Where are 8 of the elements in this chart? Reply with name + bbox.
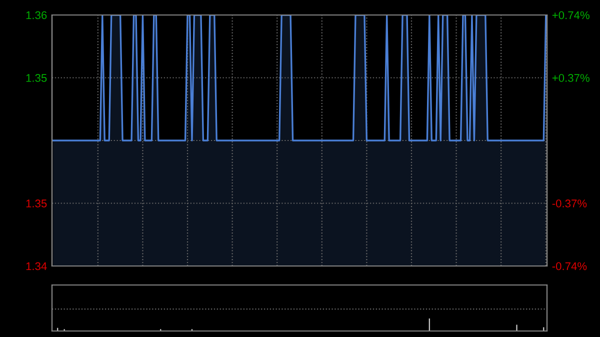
y2-tick-label: -0.37% <box>552 200 587 208</box>
y2-tick-label: +0.74% <box>552 11 590 20</box>
y-tick-label: 1.35 <box>26 74 47 82</box>
y2-tick-label: +0.37% <box>552 74 590 82</box>
y-tick-label: 1.34 <box>26 262 47 270</box>
y-tick-label: 1.36 <box>26 11 47 20</box>
y-tick-label: 1.35 <box>26 200 47 208</box>
y2-tick-label: -0.74% <box>552 262 587 270</box>
